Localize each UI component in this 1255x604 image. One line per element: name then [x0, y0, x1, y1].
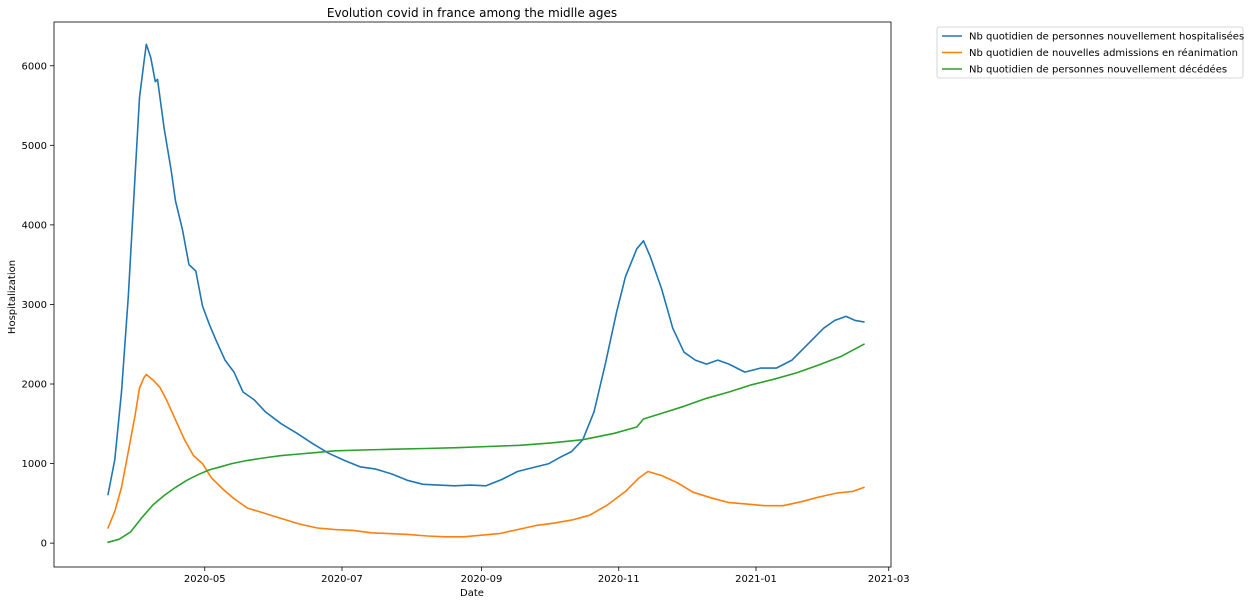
y-tick-label: 4000 — [22, 220, 47, 231]
y-tick-label: 1000 — [22, 459, 47, 470]
y-tick-label: 6000 — [22, 61, 47, 72]
y-axis: 0 1000 2000 3000 4000 5000 6000 — [22, 61, 54, 550]
y-tick-label: 5000 — [22, 141, 47, 152]
legend-box — [936, 26, 1244, 79]
series-layer — [107, 43, 865, 544]
x-tick-label: 2020-11 — [598, 574, 640, 585]
y-tick-label: 2000 — [22, 380, 47, 391]
y-tick-label: 0 — [41, 539, 47, 550]
legend-label-2: Nb quotidien de nouvelles admissions en … — [969, 47, 1238, 59]
x-tick-label: 2020-05 — [184, 574, 226, 585]
series-line-1 — [107, 43, 865, 496]
x-tick-label: 2020-07 — [321, 574, 363, 585]
legend-label-3: Nb quotidien de personnes nouvellement d… — [969, 64, 1227, 76]
x-tick-label: 2020-09 — [461, 574, 503, 585]
legend-label-1: Nb quotidien de personnes nouvellement h… — [969, 31, 1244, 43]
x-tick-label: 2021-01 — [735, 574, 777, 585]
x-axis: 2020-05 2020-07 2020-09 2020-11 2021-01 2021-… — [184, 567, 910, 585]
y-tick-label: 3000 — [22, 300, 47, 311]
legend: Nb quotidien de personnes nouvellement h… — [936, 26, 1244, 79]
x-tick-label: 2021-03 — [868, 574, 910, 585]
series-line-2 — [107, 373, 865, 538]
series-line-3 — [107, 343, 865, 544]
x-axis-title: Date — [460, 588, 484, 599]
legend-entries: Nb quotidien de personnes nouvellement h… — [942, 31, 1244, 76]
y-axis-title: Hospitalization — [7, 260, 18, 334]
plot-frame — [53, 21, 892, 568]
chart-title: Evolution covid in france among the midl… — [327, 6, 617, 20]
